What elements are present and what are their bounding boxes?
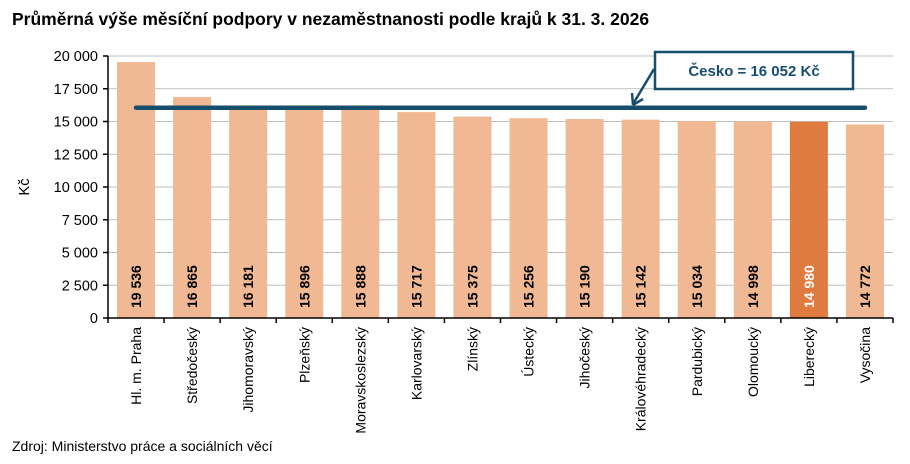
bar xyxy=(733,121,772,318)
y-tick-label: 15 000 xyxy=(54,115,98,131)
data-label: 15 190 xyxy=(577,265,593,308)
x-tick-label: Středočeský xyxy=(184,327,200,404)
bar xyxy=(285,109,324,319)
data-label: 15 256 xyxy=(521,265,537,308)
bar xyxy=(173,97,212,318)
data-label: 15 888 xyxy=(352,265,368,308)
y-tick-label: 17 500 xyxy=(54,82,98,98)
x-tick-label: Olomoucký xyxy=(745,327,761,397)
data-label: 15 034 xyxy=(689,265,705,308)
x-tick-label: Ústecký xyxy=(521,327,537,377)
bar xyxy=(341,109,380,318)
x-tick-label: Liberecký xyxy=(801,327,817,387)
y-tick-label: 12 500 xyxy=(54,147,98,163)
x-tick-label: Pardubický xyxy=(689,327,705,396)
data-label: 16 865 xyxy=(184,265,200,308)
bar xyxy=(229,106,268,318)
data-label: 16 181 xyxy=(240,265,256,308)
bar xyxy=(845,124,884,318)
y-tick-label: 2 500 xyxy=(62,278,98,294)
reference-callout-box xyxy=(653,50,855,91)
x-tick-label: Vysočina xyxy=(857,327,873,384)
data-label: 15 896 xyxy=(296,265,312,308)
bar xyxy=(565,119,604,318)
y-tick-label: 20 000 xyxy=(54,49,98,65)
x-tick-label: Jihočeský xyxy=(577,327,593,388)
reference-callout-label: Česko = 16 052 Kč xyxy=(688,62,819,80)
x-tick-label: Plzeňský xyxy=(296,327,312,383)
data-label: 14 998 xyxy=(745,265,761,308)
x-tick-label: Moravskoslezský xyxy=(352,327,368,434)
data-label: 15 142 xyxy=(633,265,649,308)
bar xyxy=(117,62,156,318)
y-tick-label: 0 xyxy=(90,311,98,327)
x-tick-label: Karlovarský xyxy=(408,327,424,400)
y-tick-label: 10 000 xyxy=(54,180,98,196)
x-tick-label: Hl. m. Praha xyxy=(128,327,144,405)
bar xyxy=(789,121,828,319)
y-axis-label: Kč xyxy=(17,179,33,196)
x-tick-label: Královéhradecký xyxy=(633,327,649,431)
bar xyxy=(621,119,660,318)
bar xyxy=(677,121,716,319)
chart-title: Průměrná výše měsíční podpory v nezaměst… xyxy=(12,9,650,29)
y-tick-label: 5 000 xyxy=(62,246,98,262)
data-label: 15 717 xyxy=(408,265,424,308)
bar xyxy=(509,118,548,319)
y-tick-label: 7 500 xyxy=(62,213,98,229)
data-label: 19 536 xyxy=(128,265,144,308)
bar xyxy=(397,112,436,318)
data-label: 14 980 xyxy=(801,265,817,308)
bar xyxy=(453,116,492,319)
data-label: 14 772 xyxy=(857,265,873,308)
source-note: Zdroj: Ministerstvo práce a sociálních v… xyxy=(12,438,273,454)
x-tick-label: Zlínský xyxy=(464,327,480,371)
arrow-head-icon xyxy=(630,92,644,107)
x-tick-label: Jihomoravský xyxy=(240,327,256,413)
callout-arrow xyxy=(631,68,656,105)
data-label: 15 375 xyxy=(464,265,480,308)
